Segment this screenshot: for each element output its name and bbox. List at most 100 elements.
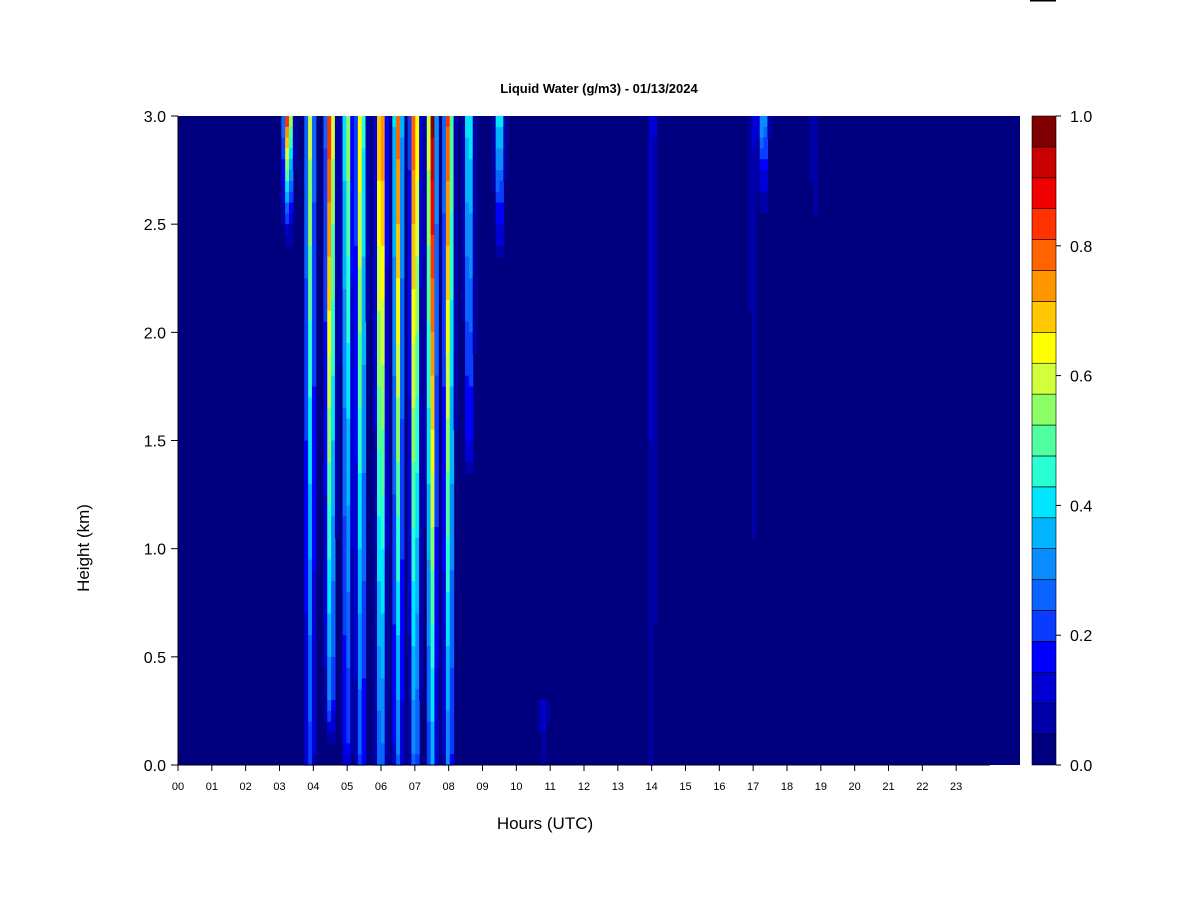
- heatmap-cell: [396, 126, 401, 139]
- heatmap-cell: [361, 743, 367, 755]
- heatmap-cell: [384, 397, 390, 409]
- heatmap-cell: [652, 548, 658, 561]
- heatmap-cell: [648, 289, 654, 301]
- heatmap-cell: [361, 646, 367, 658]
- x-tick-label: 11: [544, 781, 555, 793]
- heatmap-cell: [411, 126, 416, 139]
- heatmap-cell: [422, 170, 428, 182]
- heatmap-cell: [323, 700, 328, 712]
- heatmap-cell: [419, 159, 424, 171]
- heatmap-cell: [442, 267, 447, 279]
- heatmap-cell: [407, 689, 413, 701]
- heatmap-cell: [472, 278, 478, 290]
- heatmap-cell: [419, 678, 424, 690]
- heatmap-cell: [453, 310, 458, 323]
- heatmap-cell: [346, 678, 351, 690]
- heatmap-cell: [311, 224, 317, 236]
- heatmap-cell: [354, 570, 359, 582]
- heatmap-cell: [426, 159, 432, 171]
- heatmap-cell: [399, 559, 405, 571]
- heatmap-cell: [648, 159, 654, 171]
- heatmap-cell: [419, 256, 424, 269]
- heatmap-cell: [453, 213, 458, 225]
- heatmap-cell: [373, 418, 378, 431]
- heatmap-cell: [346, 462, 351, 474]
- heatmap-cell: [399, 397, 405, 409]
- heatmap-cell: [445, 667, 451, 680]
- heatmap-cell: [752, 116, 757, 128]
- heatmap-cell: [399, 202, 405, 214]
- heatmap-cell: [392, 375, 397, 388]
- heatmap-cell: [399, 602, 405, 615]
- heatmap-cell: [407, 527, 413, 539]
- heatmap-cell: [392, 202, 397, 214]
- heatmap-cell: [308, 159, 313, 171]
- heatmap-cell: [373, 591, 378, 604]
- heatmap-cell: [445, 202, 451, 214]
- heatmap-cell: [434, 721, 439, 734]
- heatmap-cell: [449, 494, 455, 506]
- heatmap-cell: [407, 462, 413, 474]
- heatmap-cell: [342, 202, 347, 214]
- heatmap-cell: [392, 451, 397, 463]
- heatmap-cell: [361, 418, 367, 431]
- heatmap-cell: [430, 343, 436, 355]
- colorbar-swatch: [1031, 332, 1057, 364]
- heatmap-cell: [465, 213, 470, 225]
- heatmap-cell: [396, 191, 401, 204]
- heatmap-cell: [419, 321, 424, 333]
- heatmap-cell: [331, 710, 336, 723]
- x-tick-label: 01: [206, 781, 218, 793]
- heatmap-cell: [361, 494, 367, 506]
- heatmap-cell: [426, 299, 432, 312]
- heatmap-cell: [411, 202, 416, 214]
- heatmap-cell: [411, 700, 416, 712]
- heatmap-cell: [327, 559, 332, 571]
- heatmap-cell: [354, 126, 359, 139]
- heatmap-cell: [453, 180, 458, 193]
- heatmap-cell: [430, 613, 436, 625]
- heatmap-cell: [350, 451, 355, 463]
- heatmap-cell: [419, 483, 424, 496]
- heatmap-cell: [380, 721, 386, 734]
- heatmap-cell: [426, 689, 432, 701]
- heatmap-cell: [308, 591, 313, 604]
- heatmap-cell: [304, 159, 309, 171]
- heatmap-cell: [357, 256, 363, 269]
- heatmap-cell: [461, 191, 466, 204]
- heatmap-cell: [327, 375, 332, 388]
- heatmap-cell: [323, 310, 328, 323]
- heatmap-cell: [652, 451, 658, 463]
- heatmap-cell: [399, 635, 405, 647]
- heatmap-cell: [430, 754, 436, 766]
- heatmap-cell: [419, 646, 424, 658]
- heatmap-cell: [422, 397, 428, 409]
- heatmap-cell: [331, 602, 336, 615]
- heatmap-cell: [430, 170, 436, 182]
- heatmap-cell: [396, 462, 401, 474]
- heatmap-cell: [331, 570, 336, 582]
- heatmap-cell: [411, 234, 416, 247]
- heatmap-cell: [357, 646, 363, 658]
- heatmap-cell: [357, 353, 363, 366]
- heatmap-cell: [652, 505, 658, 517]
- heatmap-cell: [426, 148, 432, 160]
- heatmap-cell: [331, 505, 336, 517]
- heatmap-cell: [449, 256, 455, 269]
- heatmap-cell: [304, 202, 309, 214]
- heatmap-cell: [365, 245, 370, 258]
- heatmap-cell: [357, 570, 363, 582]
- heatmap-cell: [311, 364, 317, 377]
- heatmap-cell: [419, 689, 424, 701]
- heatmap-cell: [399, 299, 405, 312]
- colorbar-swatch: [1031, 177, 1057, 210]
- heatmap-cell: [304, 375, 309, 388]
- heatmap-cell: [411, 591, 416, 604]
- heatmap-cell: [285, 180, 290, 193]
- heatmap-cell: [453, 137, 458, 150]
- heatmap-cell: [327, 397, 332, 409]
- heatmap-cell: [334, 472, 340, 485]
- heatmap-cell: [285, 170, 290, 182]
- heatmap-cell: [304, 527, 309, 539]
- heatmap-cell: [380, 537, 386, 550]
